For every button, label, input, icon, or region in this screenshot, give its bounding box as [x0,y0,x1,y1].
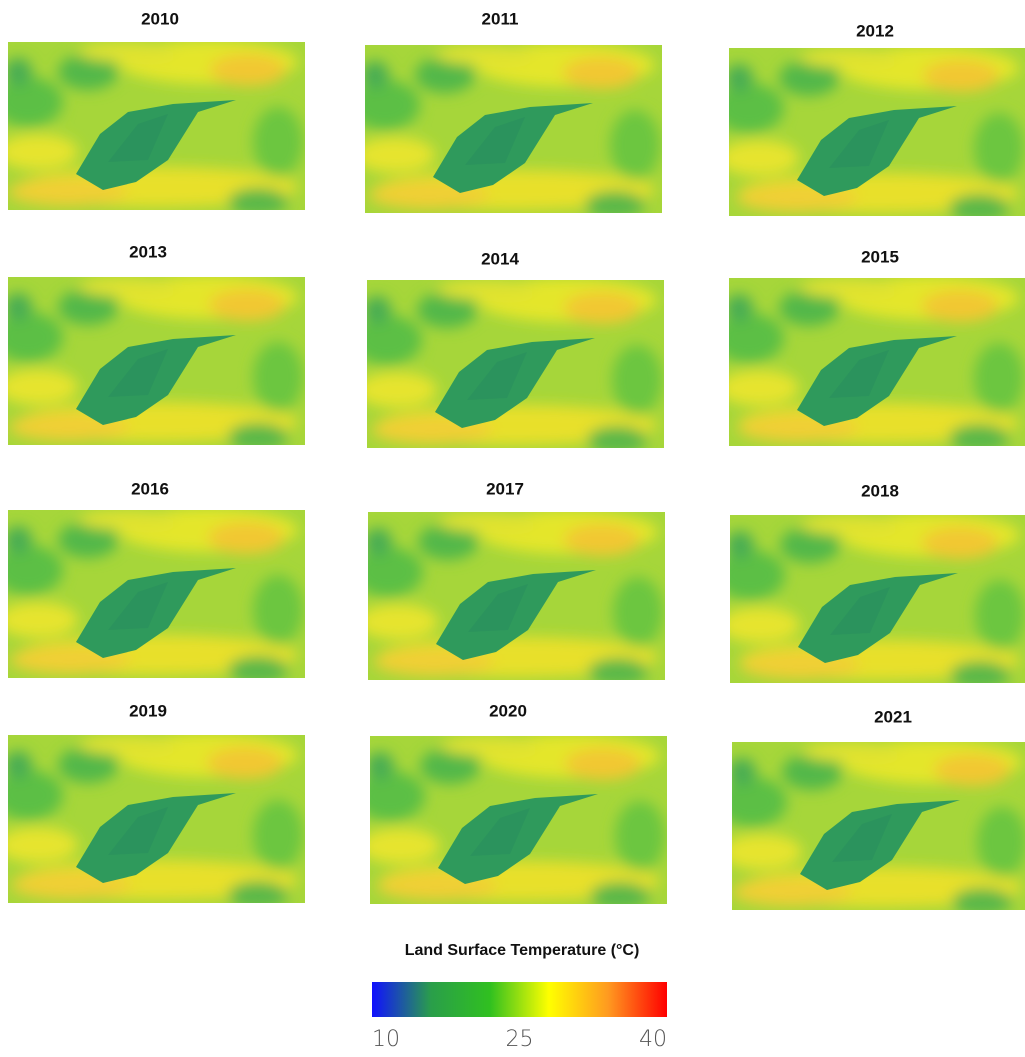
panel-title: 2014 [481,249,519,268]
lst-map [717,740,1025,916]
lst-map [714,46,1025,222]
colorbar-tick-label: 25 [506,1027,534,1052]
lst-map [0,508,305,684]
colorbar-tick-label: 40 [639,1027,667,1052]
lst-map [352,278,664,454]
panel-title: 2015 [861,247,899,266]
panel-title: 2016 [131,479,169,498]
panel-title: 2021 [874,707,912,726]
panel-title: 2018 [861,481,899,500]
panel-title: 2010 [141,9,179,28]
colorbar-tick-label: 10 [372,1027,400,1052]
lst-map [353,510,665,686]
panel-title: 2017 [486,479,524,498]
lst-map [0,275,305,451]
lst-map [350,43,662,219]
lst-map [715,513,1025,689]
lst-map [714,276,1025,452]
panel-title: 2020 [489,701,527,720]
color-bar [372,982,667,1017]
legend-title: Land Surface Temperature (°C) [405,942,640,959]
lst-map [355,734,667,910]
lst-map [0,733,305,909]
page: {"panels": [ {"title": "2010"}, {"title"… [0,0,1025,1052]
panel-title: 2011 [482,9,519,28]
panel-title: 2013 [129,242,167,261]
panel-title: 2012 [856,21,894,40]
panel-title: 2019 [129,701,167,720]
lst-map [0,40,305,216]
figure: Land Surface Temperature (°C) 2010 2011 20… [0,0,1025,1052]
